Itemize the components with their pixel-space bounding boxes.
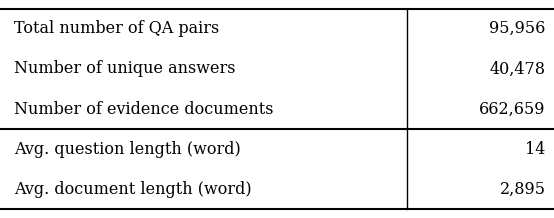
Text: 40,478: 40,478 (490, 60, 546, 77)
Text: Avg. question length (word): Avg. question length (word) (14, 141, 240, 158)
Text: 2,895: 2,895 (500, 181, 546, 198)
Text: 14: 14 (525, 141, 546, 158)
Text: Avg. document length (word): Avg. document length (word) (14, 181, 252, 198)
Text: 95,956: 95,956 (489, 20, 546, 37)
Text: Number of unique answers: Number of unique answers (14, 60, 235, 77)
Text: Total number of QA pairs: Total number of QA pairs (14, 20, 219, 37)
Text: Number of evidence documents: Number of evidence documents (14, 100, 273, 118)
Text: 662,659: 662,659 (479, 100, 546, 118)
